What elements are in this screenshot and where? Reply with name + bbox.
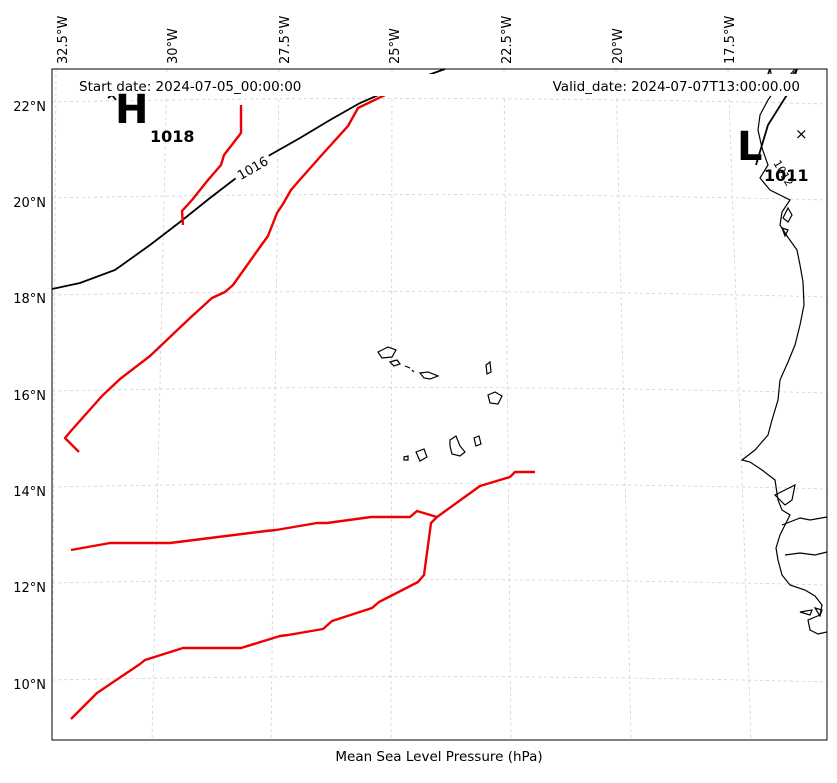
start-date-label: Start date: 2024-07-05_00:00:00	[79, 79, 301, 95]
track-north-a	[180, 105, 243, 226]
lon-tick: 22.5°W	[500, 16, 515, 64]
lat-tick: 16°N	[13, 389, 46, 404]
lat-tick: 10°N	[13, 678, 46, 693]
lon-tick: 30°W	[166, 28, 181, 64]
lon-tick: 25°W	[388, 28, 403, 64]
high-pressure-symbol: H	[115, 87, 148, 133]
latitude-ticks: 22°N 20°N 18°N 16°N 14°N 12°N 10°N	[13, 100, 46, 693]
isobar-label: 1016	[235, 154, 271, 184]
map-frame	[51, 68, 828, 741]
track-north-b	[63, 93, 386, 453]
low-pressure-value: 1011	[764, 166, 809, 185]
map-xlabel: Mean Sea Level Pressure (hPa)	[335, 749, 542, 765]
cape-verde-islands	[377, 346, 503, 462]
header-band	[60, 74, 810, 96]
isobar-label-bg	[231, 151, 275, 186]
low-pressure-symbol: L	[737, 124, 763, 170]
lat-tick: 12°N	[13, 581, 46, 596]
lon-tick: 17.5°W	[723, 16, 738, 64]
high-pressure-value: 1018	[150, 127, 195, 146]
lat-tick: 22°N	[13, 100, 46, 115]
low-center-marker: ×	[795, 125, 808, 143]
isobars	[51, 68, 798, 290]
coastline	[740, 68, 828, 635]
lat-tick: 18°N	[13, 292, 46, 307]
lon-tick: 32.5°W	[56, 16, 71, 64]
lat-tick: 14°N	[13, 485, 46, 500]
graticule	[51, 68, 828, 741]
tracks	[63, 93, 535, 720]
track-south-a	[70, 470, 535, 552]
lat-tick: 20°N	[13, 196, 46, 211]
longitude-ticks: 32.5°W 30°W 27.5°W 25°W 22.5°W 20°W 17.5…	[56, 16, 738, 64]
track-south-b	[70, 516, 438, 720]
lon-tick: 27.5°W	[278, 16, 293, 64]
lon-tick: 20°W	[611, 28, 626, 64]
valid-date-label: Valid_date: 2024-07-07T13:00:00.00	[553, 79, 800, 95]
